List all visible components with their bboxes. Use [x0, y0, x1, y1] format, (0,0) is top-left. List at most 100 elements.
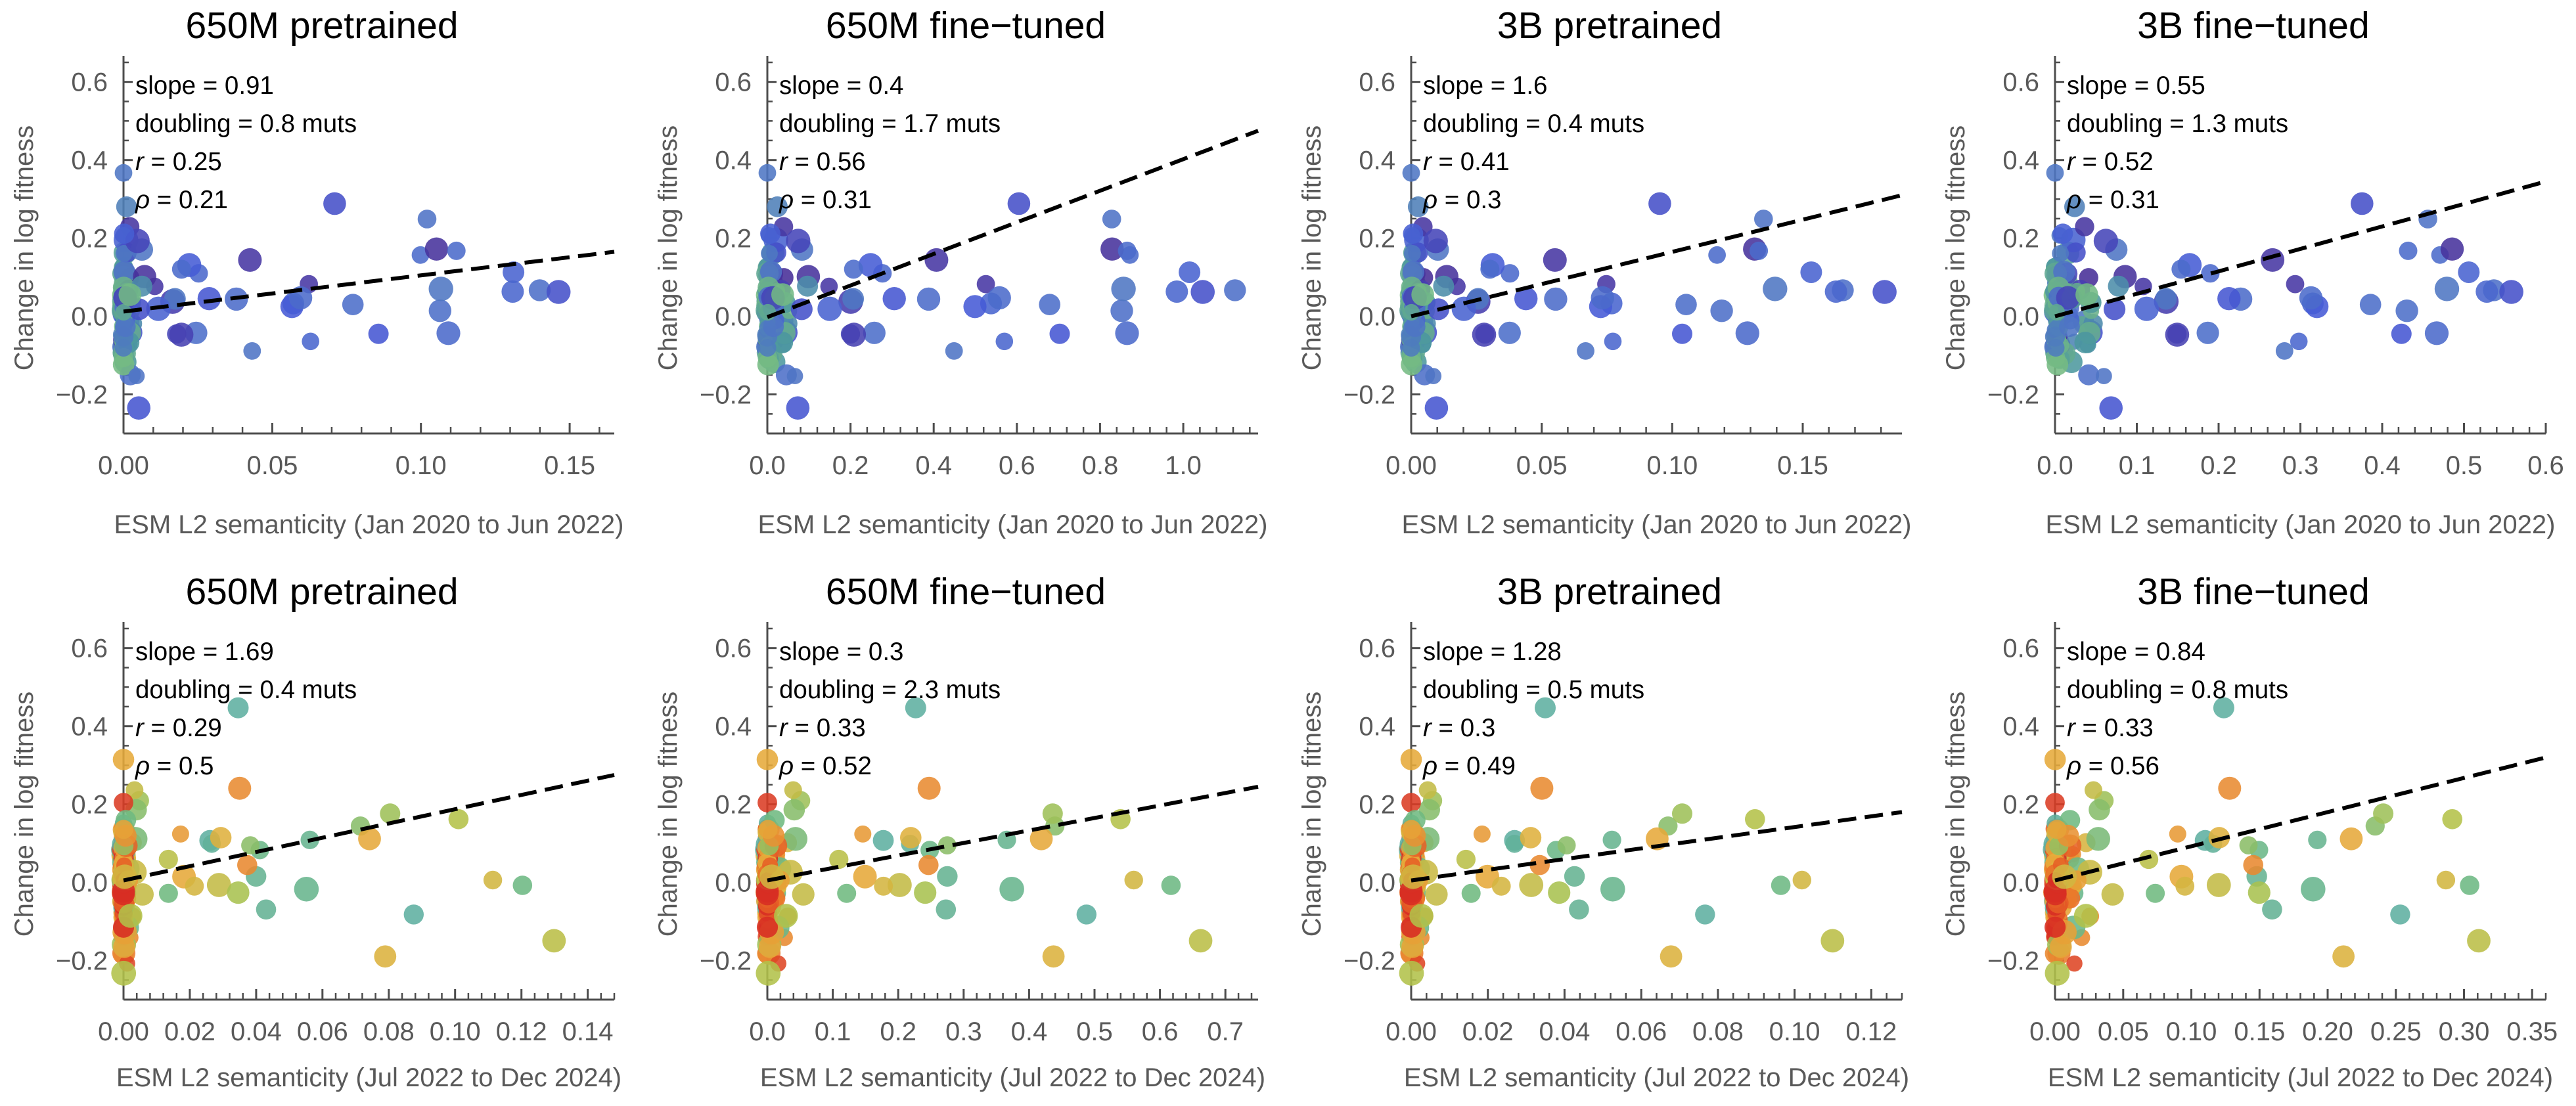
svg-text:0.12: 0.12: [1845, 1017, 1897, 1046]
svg-text:650M pretrained: 650M pretrained: [185, 571, 458, 613]
svg-text:r = 0.56: r = 0.56: [779, 148, 866, 176]
svg-text:0.15: 0.15: [1777, 451, 1828, 480]
svg-text:0.0: 0.0: [749, 1017, 786, 1046]
svg-text:−0.2: −0.2: [1987, 947, 2039, 976]
svg-text:0.00: 0.00: [98, 1017, 149, 1046]
svg-text:−0.2: −0.2: [1344, 381, 1395, 410]
svg-text:0.4: 0.4: [2002, 713, 2039, 741]
svg-text:0.3: 0.3: [945, 1017, 982, 1046]
svg-text:ESM L2 semanticity (Jul 2022 t: ESM L2 semanticity (Jul 2022 to Dec 2024…: [760, 1063, 1265, 1092]
svg-text:0.12: 0.12: [496, 1017, 547, 1046]
svg-text:0.2: 0.2: [71, 791, 108, 820]
svg-text:Change in log fitness: Change in log fitness: [10, 692, 39, 937]
svg-text:3B pretrained: 3B pretrained: [1497, 571, 1722, 613]
svg-text:0.35: 0.35: [2506, 1017, 2558, 1046]
svg-text:0.10: 0.10: [2166, 1017, 2217, 1046]
svg-text:0.0: 0.0: [71, 869, 108, 898]
svg-text:−0.2: −0.2: [700, 947, 752, 976]
svg-text:0.10: 0.10: [430, 1017, 481, 1046]
svg-text:Change in log fitness: Change in log fitness: [10, 125, 39, 371]
svg-text:0.2: 0.2: [2002, 225, 2039, 254]
svg-text:ρ = 0.49: ρ = 0.49: [1422, 752, 1516, 780]
svg-text:0.05: 0.05: [2098, 1017, 2149, 1046]
svg-text:0.2: 0.2: [2200, 451, 2237, 480]
svg-text:0.25: 0.25: [2370, 1017, 2422, 1046]
svg-text:0.4: 0.4: [2002, 146, 2039, 175]
svg-text:0.00: 0.00: [2029, 1017, 2081, 1046]
svg-text:0.10: 0.10: [1646, 451, 1698, 480]
svg-text:ESM L2 semanticity (Jul 2022 t: ESM L2 semanticity (Jul 2022 to Dec 2024…: [1404, 1063, 1909, 1092]
svg-text:3B fine−tuned: 3B fine−tuned: [2137, 571, 2369, 613]
svg-text:0.0: 0.0: [2002, 869, 2039, 898]
svg-text:3B fine−tuned: 3B fine−tuned: [2137, 5, 2369, 47]
svg-text:0.10: 0.10: [395, 451, 447, 480]
svg-text:doubling = 2.3 muts: doubling = 2.3 muts: [779, 676, 1001, 704]
svg-text:0.0: 0.0: [749, 451, 786, 480]
svg-text:0.0: 0.0: [2002, 303, 2039, 332]
svg-text:ESM L2 semanticity (Jan 2020 t: ESM L2 semanticity (Jan 2020 to Jun 2022…: [2046, 510, 2556, 539]
svg-text:650M fine−tuned: 650M fine−tuned: [826, 571, 1106, 613]
svg-text:0.4: 0.4: [1011, 1017, 1048, 1046]
svg-text:doubling = 0.5 muts: doubling = 0.5 muts: [1423, 676, 1644, 704]
svg-text:0.0: 0.0: [1359, 869, 1395, 898]
svg-text:0.00: 0.00: [1386, 451, 1437, 480]
svg-text:0.6: 0.6: [1142, 1017, 1179, 1046]
svg-text:0.20: 0.20: [2302, 1017, 2353, 1046]
svg-text:0.2: 0.2: [2002, 791, 2039, 820]
svg-text:0.06: 0.06: [297, 1017, 348, 1046]
svg-text:0.14: 0.14: [562, 1017, 614, 1046]
svg-text:ρ = 0.52: ρ = 0.52: [779, 752, 872, 780]
svg-text:doubling = 1.7 muts: doubling = 1.7 muts: [779, 110, 1001, 138]
svg-text:0.6: 0.6: [1359, 68, 1395, 97]
svg-text:ρ = 0.31: ρ = 0.31: [779, 186, 872, 214]
svg-text:Change in log fitness: Change in log fitness: [654, 125, 683, 371]
svg-text:0.6: 0.6: [999, 451, 1035, 480]
svg-text:r = 0.33: r = 0.33: [2067, 714, 2154, 742]
svg-text:0.5: 0.5: [1076, 1017, 1113, 1046]
svg-text:0.10: 0.10: [1769, 1017, 1820, 1046]
svg-text:doubling = 0.4 muts: doubling = 0.4 muts: [135, 676, 357, 704]
svg-text:650M pretrained: 650M pretrained: [185, 5, 458, 47]
svg-text:−0.2: −0.2: [56, 381, 108, 410]
svg-text:3B pretrained: 3B pretrained: [1497, 5, 1722, 47]
svg-text:slope = 1.69: slope = 1.69: [135, 638, 274, 666]
svg-text:0.2: 0.2: [715, 225, 752, 254]
svg-text:0.4: 0.4: [2364, 451, 2401, 480]
svg-text:ρ = 0.3: ρ = 0.3: [1422, 186, 1501, 214]
svg-text:doubling = 1.3 muts: doubling = 1.3 muts: [2067, 110, 2288, 138]
svg-text:doubling = 0.4 muts: doubling = 0.4 muts: [1423, 110, 1644, 138]
svg-text:r = 0.33: r = 0.33: [779, 714, 866, 742]
svg-text:slope = 1.6: slope = 1.6: [1423, 72, 1547, 100]
svg-text:0.06: 0.06: [1616, 1017, 1667, 1046]
svg-text:Change in log fitness: Change in log fitness: [1298, 692, 1326, 937]
svg-text:0.6: 0.6: [2002, 68, 2039, 97]
svg-text:0.08: 0.08: [1692, 1017, 1744, 1046]
svg-text:ρ = 0.56: ρ = 0.56: [2066, 752, 2159, 780]
svg-text:0.2: 0.2: [71, 225, 108, 254]
svg-text:Change in log fitness: Change in log fitness: [1941, 692, 1970, 937]
svg-text:0.0: 0.0: [71, 303, 108, 332]
svg-text:ESM L2 semanticity (Jul 2022 t: ESM L2 semanticity (Jul 2022 to Dec 2024…: [116, 1063, 621, 1092]
svg-text:1.0: 1.0: [1165, 451, 1202, 480]
svg-text:0.15: 0.15: [544, 451, 595, 480]
svg-text:slope = 0.3: slope = 0.3: [779, 638, 903, 666]
svg-text:0.02: 0.02: [164, 1017, 215, 1046]
svg-text:r = 0.25: r = 0.25: [135, 148, 222, 176]
svg-text:0.4: 0.4: [715, 146, 752, 175]
svg-text:0.2: 0.2: [832, 451, 869, 480]
svg-text:r = 0.29: r = 0.29: [135, 714, 222, 742]
svg-text:ESM L2 semanticity (Jul 2022 t: ESM L2 semanticity (Jul 2022 to Dec 2024…: [2048, 1063, 2553, 1092]
svg-text:0.3: 0.3: [2282, 451, 2319, 480]
svg-text:0.05: 0.05: [246, 451, 298, 480]
svg-text:650M fine−tuned: 650M fine−tuned: [826, 5, 1106, 47]
svg-text:r = 0.41: r = 0.41: [1423, 148, 1510, 176]
svg-text:−0.2: −0.2: [700, 381, 752, 410]
svg-text:0.4: 0.4: [71, 713, 108, 741]
svg-text:slope = 0.84: slope = 0.84: [2067, 638, 2205, 666]
svg-text:−0.2: −0.2: [1987, 381, 2039, 410]
svg-text:0.04: 0.04: [231, 1017, 282, 1046]
svg-text:doubling = 0.8 muts: doubling = 0.8 muts: [2067, 676, 2288, 704]
svg-text:0.4: 0.4: [1359, 146, 1395, 175]
svg-text:0.0: 0.0: [2037, 451, 2073, 480]
svg-text:0.02: 0.02: [1462, 1017, 1514, 1046]
